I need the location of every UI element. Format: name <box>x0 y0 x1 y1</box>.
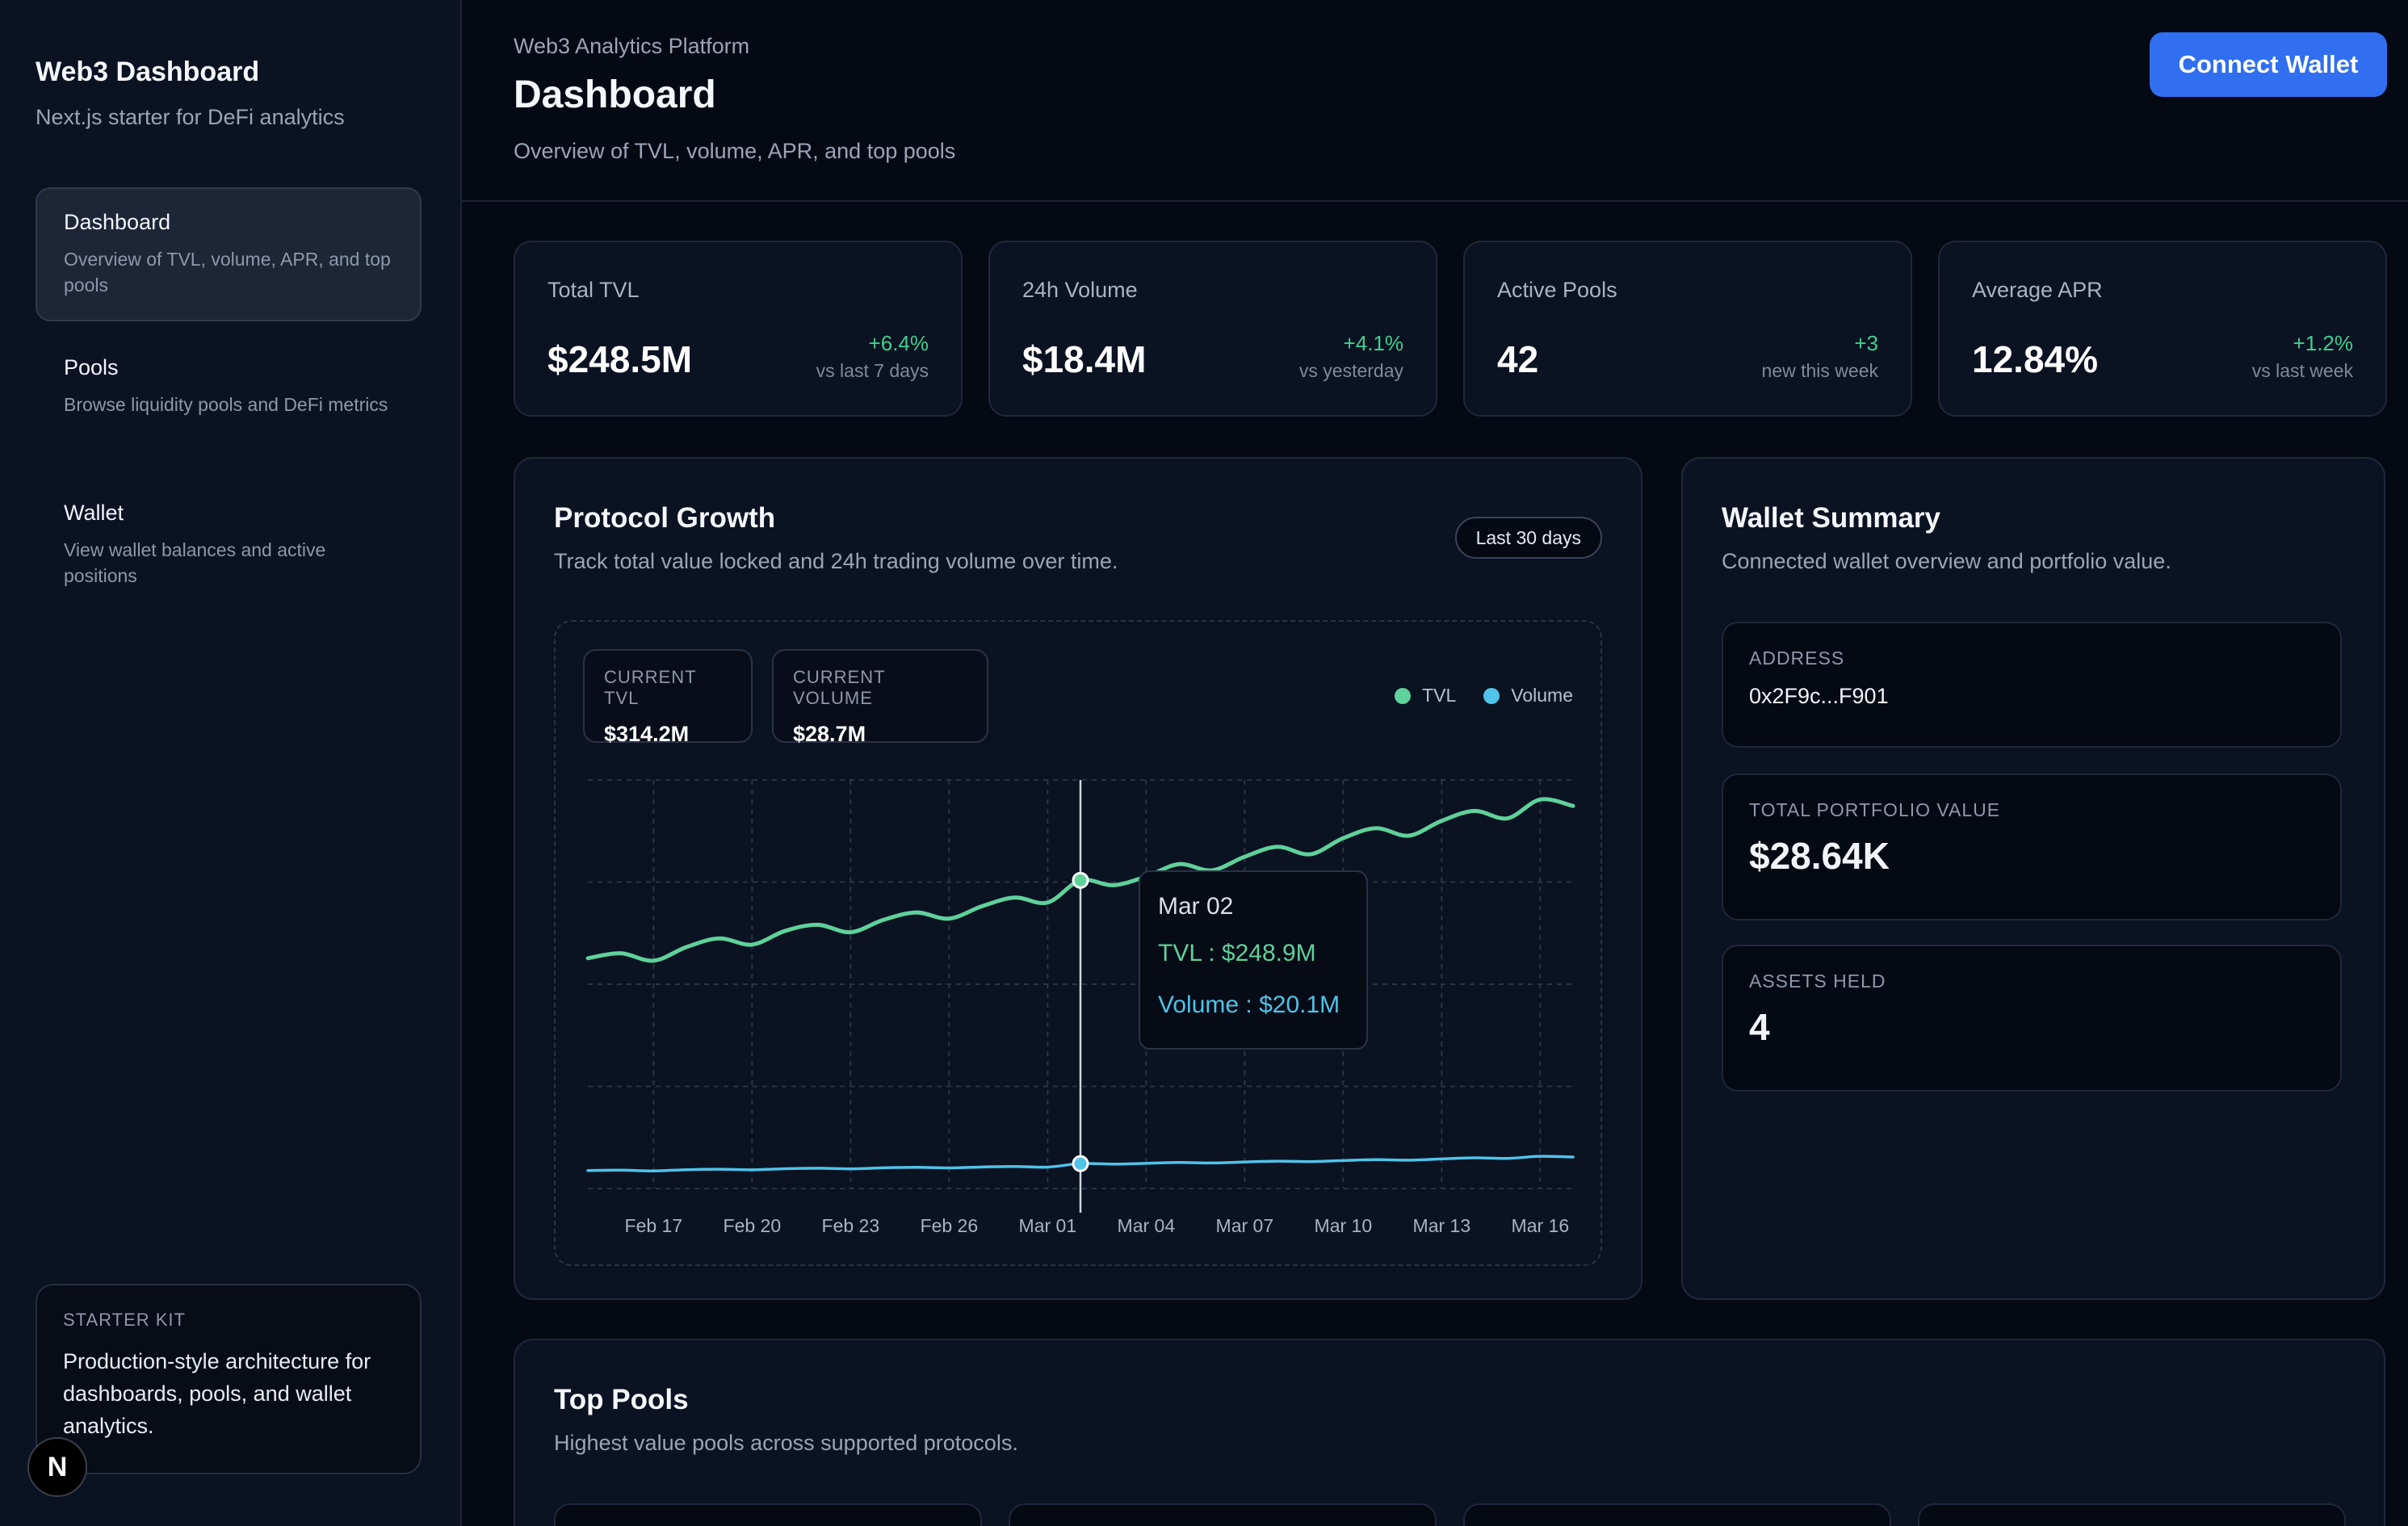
chart-cursor <box>1072 780 1089 1213</box>
stat-label: Average APR <box>1972 278 2103 302</box>
current-volume-value: $28.7M <box>793 722 866 746</box>
stat-value: 42 <box>1497 338 1539 380</box>
stat-note: vs last week <box>2251 360 2353 381</box>
current-tvl-card: CURRENT TVL $314.2M <box>583 649 753 746</box>
stat-note: vs last 7 days <box>816 360 929 381</box>
legend-swatch-tvl <box>1395 687 1412 704</box>
x-tick-label: Feb 26 <box>921 1215 979 1236</box>
stat-card-volume: 24h Volume $18.4M +4.1% vs yesterday <box>988 241 1437 417</box>
starter-kit-text: Production-style architecture for dashbo… <box>63 1349 371 1438</box>
sidebar-item-desc: Overview of TVL, volume, APR, and top po… <box>64 249 391 296</box>
x-tick-label: Mar 07 <box>1216 1215 1274 1236</box>
stat-card-tvl: Total TVL $248.5M +6.4% vs last 7 days <box>514 241 963 417</box>
assets-held-label: ASSETS HELD <box>1749 971 1886 991</box>
cursor-dot-volume <box>1072 1155 1089 1172</box>
legend-item-tvl[interactable]: TVL <box>1395 685 1456 706</box>
cursor-dot-tvl <box>1072 871 1089 889</box>
current-tvl-label: CURRENT TVL <box>604 667 697 708</box>
sidebar-item-desc: View wallet balances and active position… <box>64 539 326 586</box>
panel-title: Top Pools <box>554 1384 689 1415</box>
chart-container: CURRENT TVL $314.2M CURRENT VOLUME $28.7… <box>554 620 1602 1266</box>
top-pools-panel: Top Pools Highest value pools across sup… <box>514 1339 2385 1526</box>
sidebar-nav: Dashboard Overview of TVL, volume, APR, … <box>36 187 422 623</box>
sidebar-item-wallet[interactable]: Wallet View wallet balances and active p… <box>36 478 422 612</box>
current-volume-label: CURRENT VOLUME <box>793 667 886 708</box>
pool-card[interactable] <box>1918 1503 2346 1526</box>
connect-wallet-button[interactable]: Connect Wallet <box>2150 32 2387 97</box>
stat-delta: +4.1% <box>1343 331 1403 355</box>
starter-kit-label: STARTER KIT <box>63 1310 186 1330</box>
stat-label: Total TVL <box>547 278 640 302</box>
stat-note: new this week <box>1761 360 1878 381</box>
stat-card-apr: Average APR 12.84% +1.2% vs last week <box>1938 241 2387 417</box>
date-range-selector[interactable]: Last 30 days <box>1454 517 1602 559</box>
stat-label: 24h Volume <box>1022 278 1138 302</box>
assets-held-field: ASSETS HELD 4 <box>1722 945 2342 1092</box>
sidebar: Web3 Dashboard Next.js starter for DeFi … <box>0 0 462 1526</box>
stat-delta: +3 <box>1854 331 1878 355</box>
sidebar-item-dashboard[interactable]: Dashboard Overview of TVL, volume, APR, … <box>36 187 422 321</box>
legend-label-volume: Volume <box>1511 685 1573 706</box>
legend-swatch-volume <box>1483 687 1500 704</box>
wallet-address-label: ADDRESS <box>1749 648 1845 669</box>
portfolio-value-field: TOTAL PORTFOLIO VALUE $28.64K <box>1722 773 2342 920</box>
stat-note: vs yesterday <box>1298 360 1403 381</box>
sidebar-item-label: Pools <box>64 355 119 379</box>
sidebar-item-pools[interactable]: Pools Browse liquidity pools and DeFi me… <box>36 333 422 467</box>
panel-title: Wallet Summary <box>1722 502 1941 534</box>
panel-subtitle: Track total value locked and 24h trading… <box>554 549 1118 573</box>
wallet-address-field: ADDRESS 0x2F9c...F901 <box>1722 622 2342 748</box>
stat-label: Active Pools <box>1497 278 1617 302</box>
portfolio-value: $28.64K <box>1749 835 1890 877</box>
stat-value: $18.4M <box>1022 338 1147 380</box>
chart-legend: TVL Volume <box>1395 685 1573 706</box>
stat-delta: +6.4% <box>868 331 929 355</box>
sidebar-item-label: Wallet <box>64 501 124 525</box>
page-header: Web3 Analytics Platform Dashboard Overvi… <box>462 0 2408 202</box>
x-tick-label: Mar 16 <box>1512 1215 1570 1236</box>
portfolio-value-label: TOTAL PORTFOLIO VALUE <box>1749 799 2001 820</box>
page-title: Dashboard <box>514 73 716 116</box>
brand-subtitle: Next.js starter for DeFi analytics <box>36 105 345 129</box>
assets-held-value: 4 <box>1749 1006 1770 1048</box>
chart-x-axis: Feb 17 Feb 20 Feb 23 Feb 26 Mar 01 Mar 04 Mar … <box>625 1215 1570 1236</box>
stat-delta: +1.2% <box>2293 331 2353 355</box>
x-tick-label: Mar 01 <box>1019 1215 1077 1236</box>
current-tvl-value: $314.2M <box>604 722 690 746</box>
sidebar-item-label: Dashboard <box>64 210 171 234</box>
panel-title: Protocol Growth <box>554 502 776 534</box>
nextjs-devtools-icon[interactable]: N <box>27 1437 87 1497</box>
stat-card-active-pools: Active Pools 42 +3 new this week <box>1463 241 1912 417</box>
pool-card[interactable] <box>1009 1503 1437 1526</box>
tooltip-tvl: TVL : $248.9M <box>1158 940 1316 966</box>
chart-tooltip: Mar 02 TVL : $248.9M Volume : $20.1M <box>1139 870 1368 1050</box>
protocol-growth-panel: Protocol Growth Track total value locked… <box>514 457 1642 1300</box>
stat-value: 12.84% <box>1972 338 2099 380</box>
chart-grid <box>588 779 1573 1189</box>
sidebar-item-desc: Browse liquidity pools and DeFi metrics <box>64 394 388 415</box>
pool-card[interactable] <box>554 1503 982 1526</box>
x-tick-label: Feb 20 <box>724 1215 782 1236</box>
x-tick-label: Feb 23 <box>822 1215 880 1236</box>
page-subtitle: Overview of TVL, volume, APR, and top po… <box>514 139 956 163</box>
panel-subtitle: Connected wallet overview and portfolio … <box>1722 549 2171 573</box>
x-tick-label: Mar 10 <box>1315 1215 1373 1236</box>
panel-subtitle: Highest value pools across supported pro… <box>554 1431 1018 1455</box>
header-kicker: Web3 Analytics Platform <box>514 34 750 58</box>
stat-value: $248.5M <box>547 338 693 380</box>
legend-label-tvl: TVL <box>1422 685 1457 706</box>
x-tick-label: Mar 04 <box>1118 1215 1176 1236</box>
starter-kit-card: STARTER KIT Production-style architectur… <box>36 1284 422 1474</box>
x-tick-label: Feb 17 <box>625 1215 683 1236</box>
tooltip-volume: Volume : $20.1M <box>1158 991 1340 1018</box>
tooltip-date: Mar 02 <box>1158 893 1234 920</box>
legend-item-volume[interactable]: Volume <box>1483 685 1573 706</box>
pool-card[interactable] <box>1463 1503 1891 1526</box>
x-tick-label: Mar 13 <box>1413 1215 1471 1236</box>
brand-title: Web3 Dashboard <box>36 57 260 87</box>
wallet-address-value[interactable]: 0x2F9c...F901 <box>1749 684 1889 708</box>
wallet-summary-panel: Wallet Summary Connected wallet overview… <box>1681 457 2385 1300</box>
current-volume-card: CURRENT VOLUME $28.7M <box>772 649 988 746</box>
growth-line-chart[interactable]: Feb 17 Feb 20 Feb 23 Feb 26 Mar 01 Mar 04 Mar … <box>556 622 1604 1268</box>
